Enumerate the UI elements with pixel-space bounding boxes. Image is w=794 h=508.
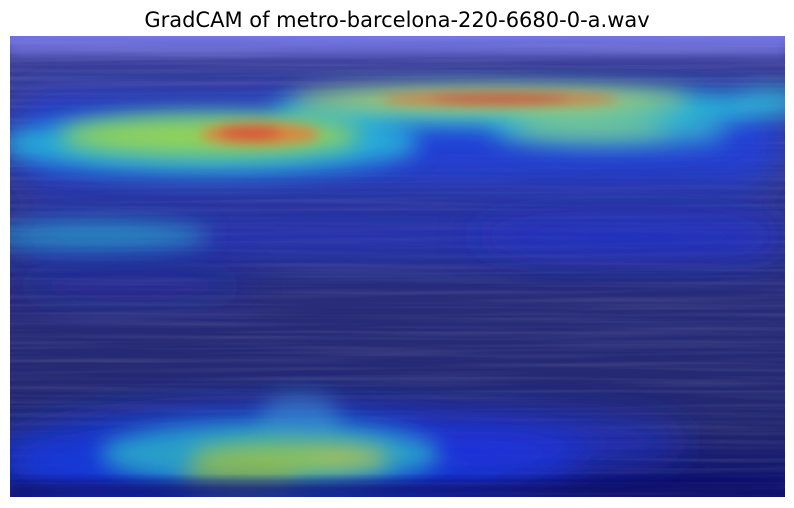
figure-title: GradCAM of metro-barcelona-220-6680-0-a.… xyxy=(144,8,650,32)
gradcam-heatmap-svg xyxy=(10,36,785,497)
activation-hotspots xyxy=(200,93,620,145)
gradcam-heatmap xyxy=(10,36,785,497)
bottom-band xyxy=(10,482,785,497)
lower-activation-yellow xyxy=(180,442,390,488)
top-band xyxy=(10,36,785,56)
mid-activation-glow xyxy=(10,216,785,302)
